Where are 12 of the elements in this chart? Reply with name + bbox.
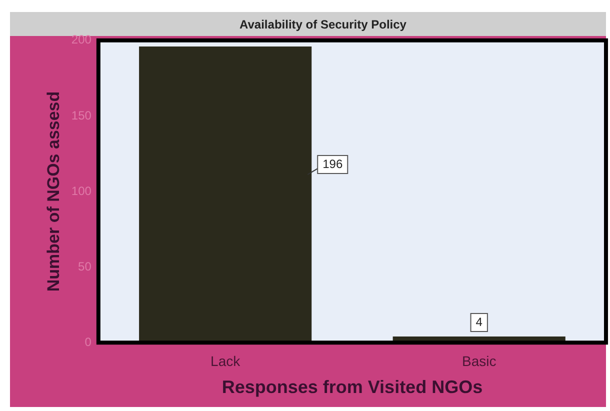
y-tick-label: 50 <box>78 259 92 274</box>
x-tick-label: Lack <box>210 352 242 369</box>
x-tick-label: Basic <box>462 352 496 369</box>
data-label: 4 <box>476 314 483 329</box>
y-tick-label: 0 <box>84 334 92 349</box>
y-tick-label: 100 <box>71 184 92 198</box>
y-axis-title: Number of NGOs assesd <box>44 91 63 292</box>
data-label: 196 <box>322 156 343 171</box>
x-axis-title: Responses from Visited NGOs <box>222 377 483 398</box>
y-tick-label: 150 <box>71 108 92 122</box>
chart-title: Availability of Security Policy <box>240 18 407 32</box>
y-tick-label: 200 <box>71 32 92 47</box>
